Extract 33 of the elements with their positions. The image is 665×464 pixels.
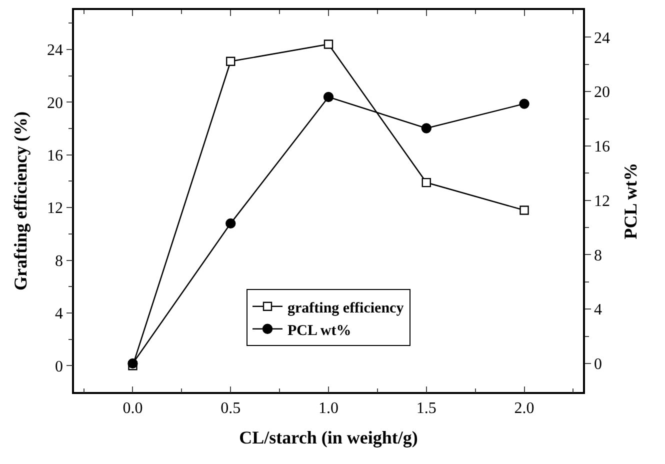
point <box>421 123 432 134</box>
y-tick-label: 0 <box>55 358 64 376</box>
x-tick-label: 1.5 <box>416 400 436 417</box>
y-tick-label: 4 <box>55 306 64 323</box>
point <box>324 40 334 49</box>
point <box>226 56 236 66</box>
y2-tick-label: 8 <box>594 247 602 264</box>
legend-label: PCL wt% <box>288 322 352 339</box>
y-tick-label: 16 <box>47 148 64 164</box>
y2-tick-label: 24 <box>594 30 610 47</box>
y2-tick-label: 0 <box>594 356 602 374</box>
point <box>519 98 530 109</box>
y-tick-label: 12 <box>47 200 64 218</box>
x-tick-label: 0.0 <box>122 400 143 417</box>
x-tick-label: 1.0 <box>318 400 338 417</box>
x-axis-title: CL/starch (in weight/g) <box>239 428 418 448</box>
y2-tick-label: 20 <box>594 84 610 102</box>
point <box>226 218 236 229</box>
x-tick-label: 0.5 <box>220 400 241 417</box>
point <box>323 92 334 102</box>
point <box>520 206 529 215</box>
y-tick-label: 8 <box>55 252 64 270</box>
y2-tick-label: 12 <box>594 192 610 210</box>
x-tick-label: 2.0 <box>514 400 534 417</box>
y-axis-title: Grafting efficiency (%) <box>10 112 31 290</box>
y-tick-label: 24 <box>47 42 64 60</box>
y2-axis-title: PCL wt% <box>620 162 641 240</box>
point <box>422 178 431 188</box>
point <box>128 358 138 369</box>
legend-label: grafting efficiency <box>288 300 404 316</box>
y2-tick-label: 4 <box>594 302 602 319</box>
y-tick-label: 20 <box>47 94 64 112</box>
y2-tick-label: 16 <box>594 138 610 156</box>
